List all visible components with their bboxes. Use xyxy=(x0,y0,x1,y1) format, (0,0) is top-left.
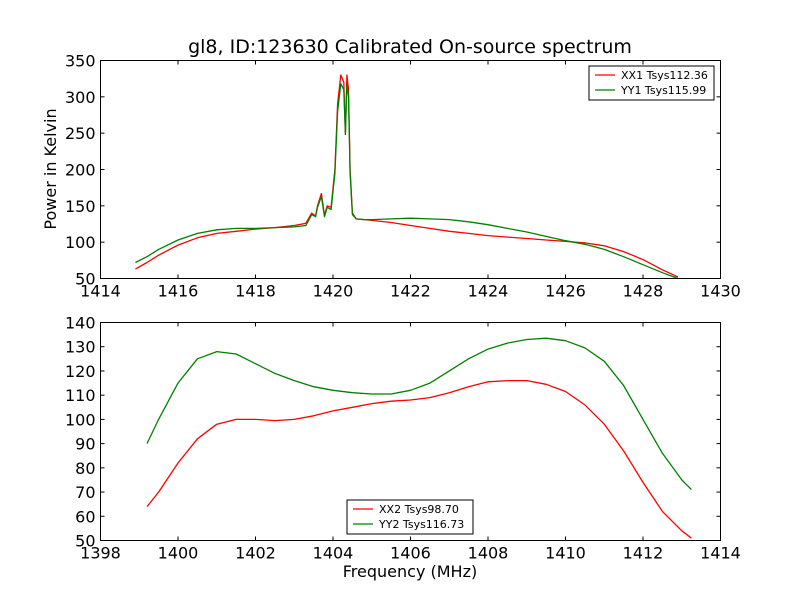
top-series-group xyxy=(135,74,679,280)
x-tick-label: 1402 xyxy=(235,544,276,563)
x-tick-label: 1430 xyxy=(700,282,741,301)
bottom-panel: Frequency (MHz) 1398 1400 1402 1404 1406 1408… xyxy=(65,314,741,582)
x-tick-label: 1408 xyxy=(468,544,509,563)
x-tick-label: 1404 xyxy=(313,544,354,563)
legend-box xyxy=(346,499,474,535)
y-tick-label: 250 xyxy=(65,124,96,143)
x-tick-label: 1410 xyxy=(545,544,586,563)
legend-entry: XX1 Tsys112.36 xyxy=(621,69,708,82)
top-legend: XX1 Tsys112.36 YY1 Tsys115.99 xyxy=(588,65,715,101)
legend-entry: YY2 Tsys116.73 xyxy=(378,518,464,531)
y-tick-label: 70 xyxy=(75,483,95,502)
x-axis-label: Frequency (MHz) xyxy=(343,562,477,581)
y-tick-label: 200 xyxy=(65,161,96,180)
bottom-plot-frame xyxy=(100,322,721,541)
bottom-series-group xyxy=(146,337,692,539)
y-tick-label: 90 xyxy=(75,435,95,454)
series-line-yy xyxy=(135,83,679,280)
x-tick-label: 1398 xyxy=(80,544,121,563)
y-tick-label: 110 xyxy=(65,386,96,405)
x-tick-label: 1406 xyxy=(390,544,431,563)
y-tick-label: 350 xyxy=(65,52,96,71)
y-axis-label: Power in Kelvin xyxy=(41,108,60,229)
y-tick-label: 300 xyxy=(65,88,96,107)
y-tick-label: 150 xyxy=(65,197,96,216)
y-tick-label: 100 xyxy=(65,410,96,429)
legend-box xyxy=(588,65,715,101)
legend-entry: XX2 Tsys98.70 xyxy=(379,503,459,516)
top-panel: gl8, ID:123630 Calibrated On-source spec… xyxy=(41,36,741,301)
y-tick-label: 130 xyxy=(65,338,96,357)
bottom-ticks: 1398 1400 1402 1404 1406 1408 1410 1412 1414 50 60… xyxy=(65,314,741,563)
chart-title: gl8, ID:123630 Calibrated On-source spec… xyxy=(188,36,632,58)
x-tick-label: 1414 xyxy=(80,282,121,301)
series-line-yy xyxy=(146,337,692,491)
x-tick-label: 1422 xyxy=(390,282,431,301)
y-tick-label: 50 xyxy=(75,532,95,551)
legend-entry: YY1 Tsys115.99 xyxy=(620,84,706,97)
top-plot-frame xyxy=(100,60,721,279)
top-ticks: 1414 1416 1418 1420 1422 1424 1426 1428 1430 50 10… xyxy=(65,52,741,301)
series-line-xx xyxy=(146,379,692,539)
x-tick-label: 1416 xyxy=(158,282,199,301)
x-tick-label: 1418 xyxy=(235,282,276,301)
x-tick-label: 1424 xyxy=(468,282,509,301)
y-tick-label: 100 xyxy=(65,233,96,252)
x-tick-label: 1400 xyxy=(158,544,199,563)
y-tick-label: 50 xyxy=(75,270,95,289)
x-tick-label: 1420 xyxy=(313,282,354,301)
x-tick-label: 1428 xyxy=(623,282,664,301)
x-tick-label: 1426 xyxy=(545,282,586,301)
y-tick-label: 60 xyxy=(75,507,95,526)
y-tick-label: 120 xyxy=(65,362,96,381)
bottom-legend: XX2 Tsys98.70 YY2 Tsys116.73 xyxy=(346,499,474,535)
y-tick-label: 140 xyxy=(65,314,96,333)
y-tick-label: 80 xyxy=(75,459,95,478)
x-tick-label: 1412 xyxy=(623,544,664,563)
x-tick-label: 1414 xyxy=(700,544,741,563)
